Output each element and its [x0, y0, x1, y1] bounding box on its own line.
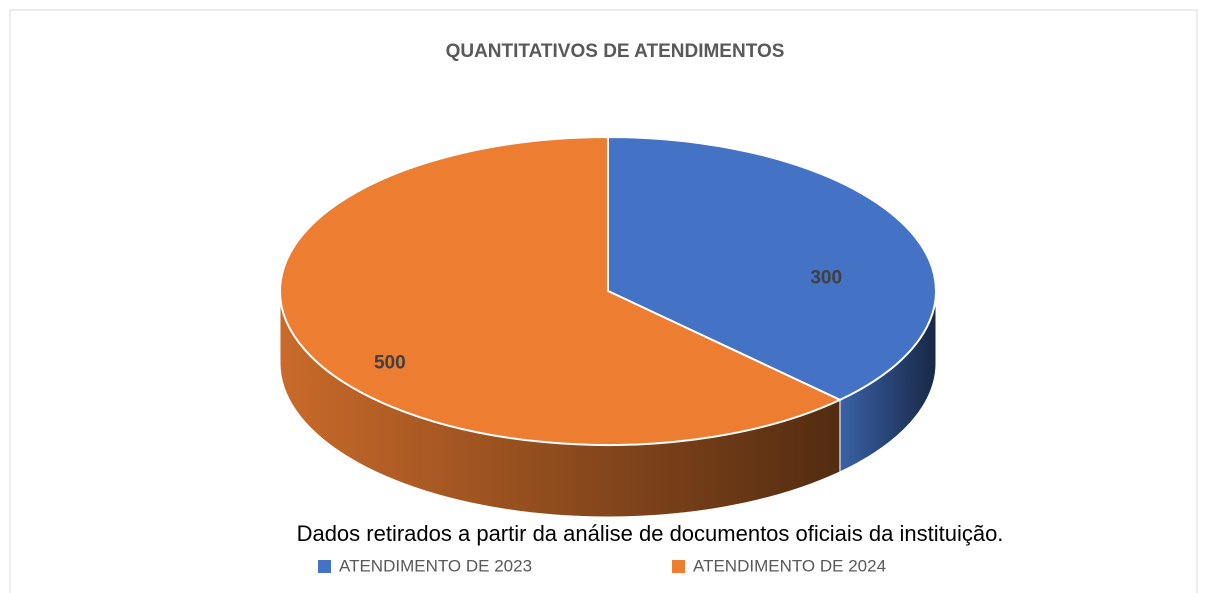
chart-title: QUANTITATIVOS DE ATENDIMENTOS — [446, 41, 785, 62]
slice — [607, 135, 937, 401]
annotation: Dados retirados a partir da análise de d… — [297, 521, 1004, 546]
legend-label: ATENDIMENTO DE 2023 — [339, 556, 532, 575]
legend-swatch — [672, 560, 685, 573]
legend-swatch — [318, 560, 331, 573]
slice — [279, 135, 843, 446]
data-label: 300 — [810, 268, 842, 289]
legend-label: ATENDIMENTO DE 2024 — [693, 556, 886, 575]
data-label: 500 — [374, 352, 406, 373]
